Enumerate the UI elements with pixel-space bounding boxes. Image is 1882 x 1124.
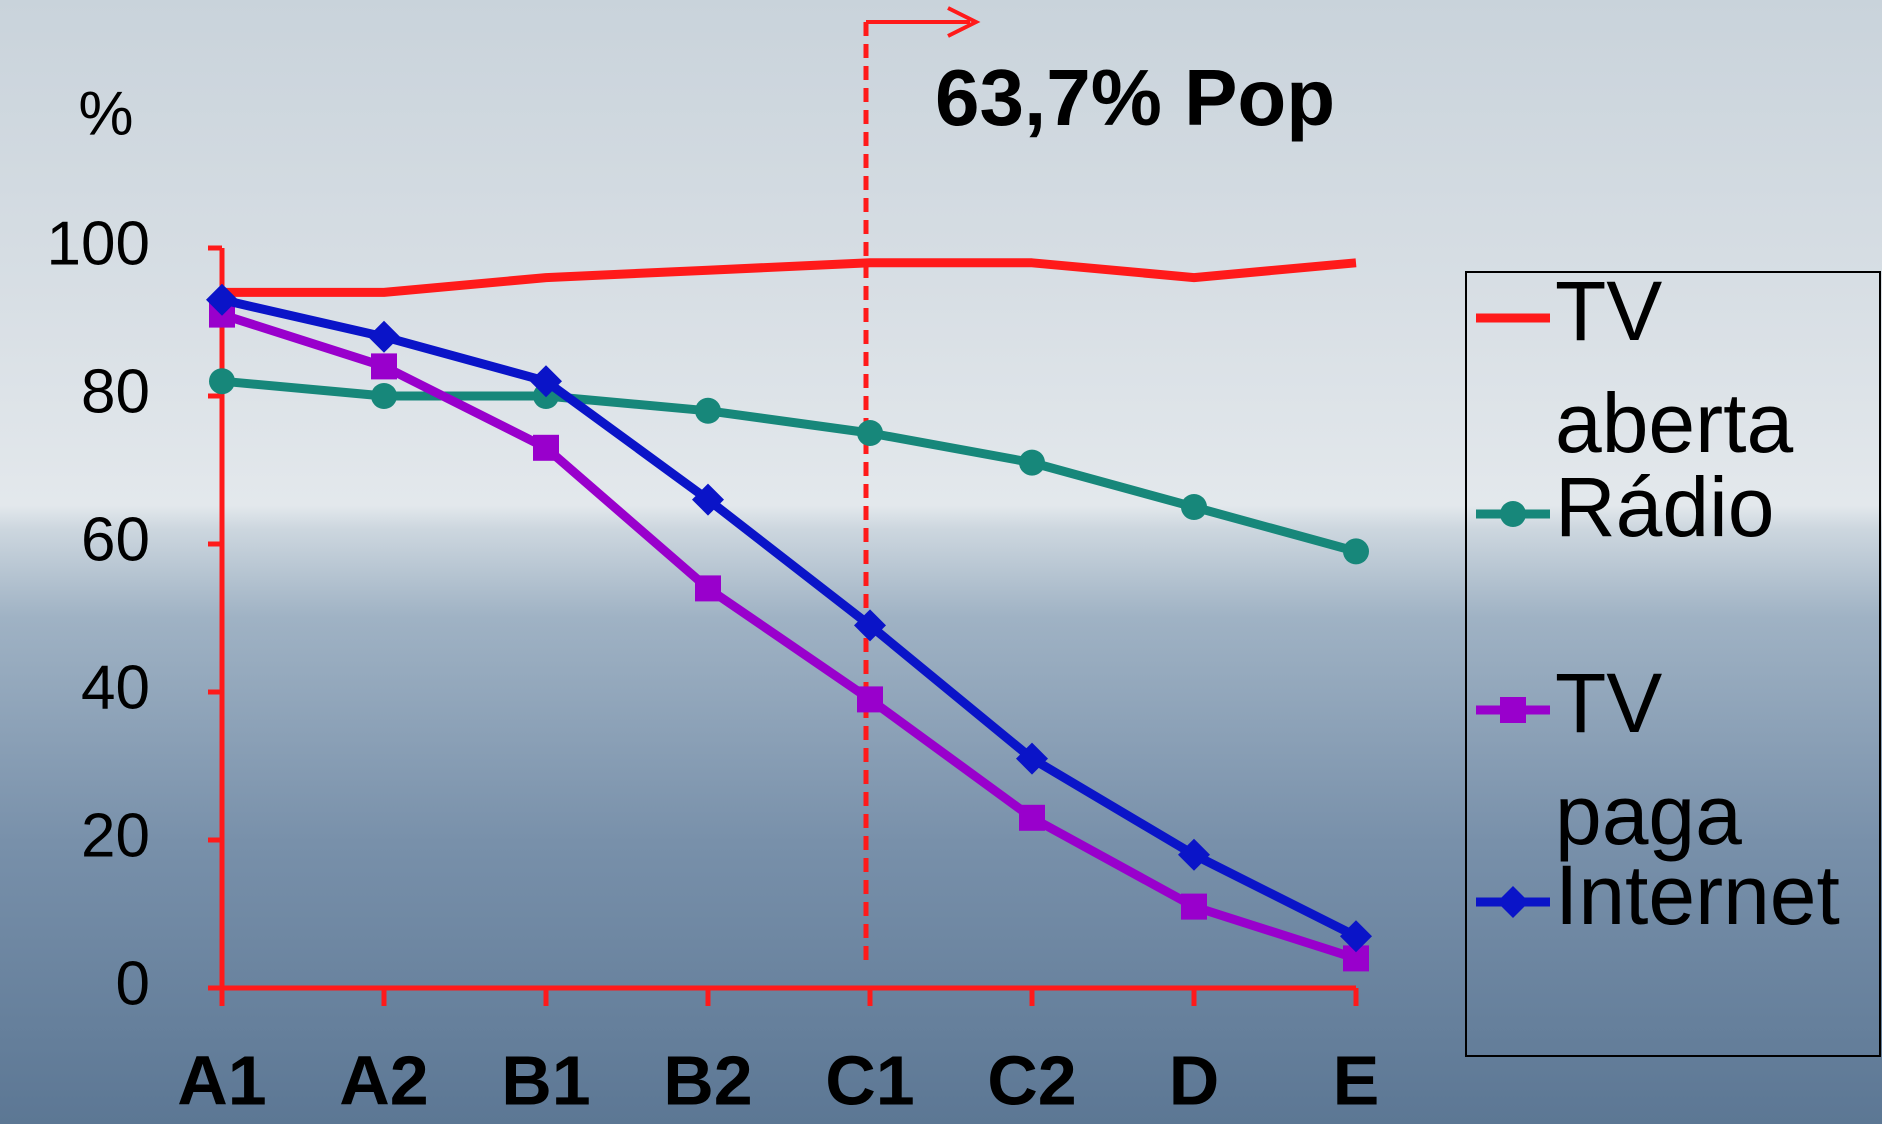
x-tick-label: D — [1169, 1041, 1220, 1119]
data-point — [1016, 742, 1048, 775]
y-axis-label: % — [78, 79, 133, 148]
data-point — [206, 283, 238, 316]
annotation: 63,7% Pop — [935, 53, 1335, 142]
data-point — [371, 383, 397, 409]
data-point — [368, 320, 400, 353]
x-tick-label: C1 — [825, 1041, 914, 1119]
series-line — [222, 258, 1357, 297]
legend-marker — [1500, 697, 1526, 723]
data-point — [1343, 538, 1369, 565]
data-point — [1019, 449, 1045, 476]
legend-label: Internet — [1555, 848, 1840, 942]
x-tick-label: B2 — [663, 1041, 752, 1119]
legend-label-line: TV — [1555, 656, 1662, 750]
data-point — [857, 420, 883, 446]
data-point — [533, 434, 559, 461]
data-point — [1181, 494, 1207, 520]
series-line — [220, 295, 1359, 941]
legend-label: TV aberta — [1555, 264, 1793, 470]
data-point — [695, 575, 721, 602]
data-point — [1178, 838, 1210, 871]
x-tick-label: C2 — [987, 1041, 1076, 1119]
legend-box — [1465, 271, 1881, 1057]
legend-label-line: paga — [1555, 768, 1742, 862]
series-line — [221, 376, 1358, 556]
data-point — [695, 397, 721, 424]
data-point — [371, 353, 397, 380]
data-point — [692, 483, 724, 516]
data-point — [1181, 893, 1207, 920]
data-point — [1340, 920, 1372, 953]
y-tick-label: 60 — [81, 505, 150, 574]
legend-label: Rádio — [1555, 460, 1774, 554]
x-tick-label: A2 — [339, 1041, 428, 1119]
data-point — [209, 368, 235, 395]
x-tick-label: B1 — [501, 1041, 590, 1119]
series-line — [220, 310, 1358, 963]
legend-marker — [1497, 886, 1529, 918]
annotation-arrowhead — [947, 6, 981, 38]
y-tick-label: 20 — [81, 801, 150, 870]
data-point — [1019, 804, 1045, 831]
legend-label: TV paga — [1555, 656, 1742, 862]
legend-label-line: aberta — [1555, 376, 1793, 470]
data-point — [857, 686, 883, 713]
legend-marker — [1500, 501, 1526, 527]
data-point — [854, 609, 886, 642]
y-tick-label: 100 — [47, 209, 150, 278]
x-tick-label: E — [1333, 1041, 1380, 1119]
x-tick-label: A1 — [177, 1041, 266, 1119]
legend-label-line: TV — [1555, 264, 1662, 358]
y-tick-label: 80 — [81, 357, 150, 426]
data-point — [530, 365, 562, 398]
y-tick-label: 0 — [116, 949, 150, 1018]
y-tick-label: 40 — [81, 653, 150, 722]
